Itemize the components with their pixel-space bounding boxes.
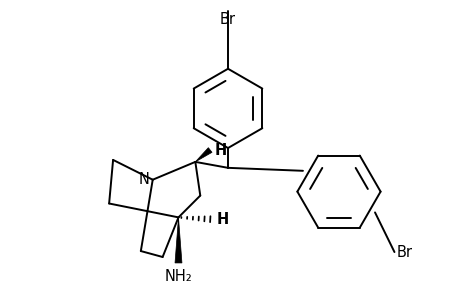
Polygon shape <box>195 148 212 162</box>
Text: NH₂: NH₂ <box>164 269 192 284</box>
Text: Br: Br <box>396 244 412 260</box>
Polygon shape <box>174 218 182 263</box>
Text: N: N <box>138 172 149 187</box>
Text: H: H <box>216 212 228 227</box>
Text: H: H <box>214 142 226 158</box>
Text: Br: Br <box>219 12 235 27</box>
